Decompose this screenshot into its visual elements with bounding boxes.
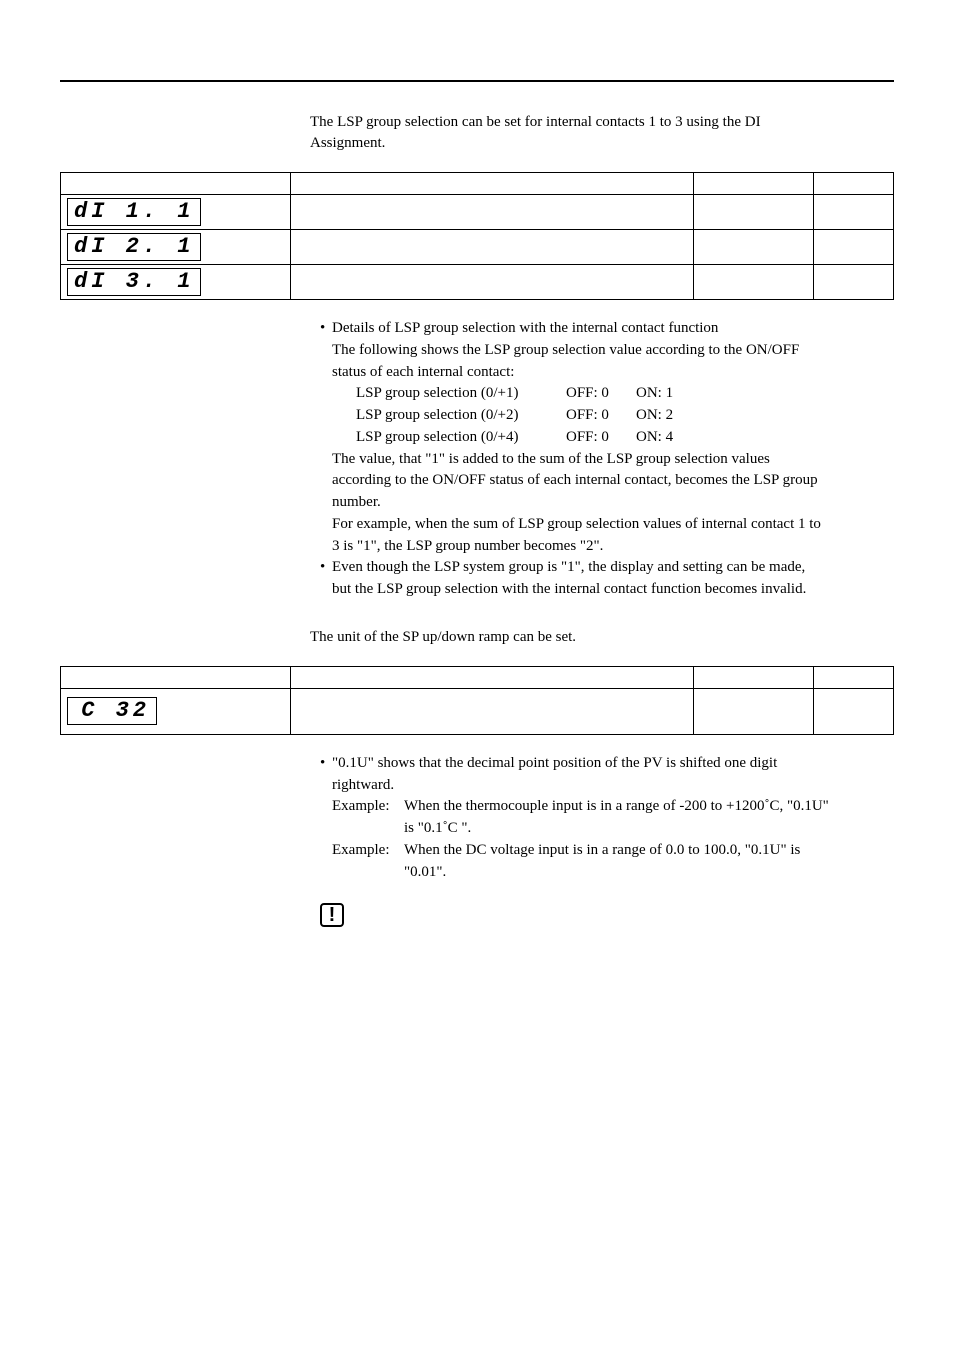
- caution-icon: !: [320, 903, 894, 927]
- cell-name: [291, 195, 694, 230]
- seg-cell: dI 1. 1: [61, 195, 291, 230]
- cell-setting: [814, 195, 894, 230]
- seg-cell: dI 2. 1: [61, 230, 291, 265]
- col-name: [291, 173, 694, 195]
- table-row: dI 1. 1: [61, 195, 894, 230]
- cell-default: [694, 195, 814, 230]
- grid-cell: OFF: 0: [566, 405, 636, 427]
- col-display: [61, 666, 291, 688]
- example-label: Example:: [332, 796, 404, 818]
- example-label: Example:: [332, 840, 404, 862]
- exclamation-icon: !: [320, 903, 344, 927]
- note1-line2: rightward.: [320, 775, 894, 797]
- example2-line1: When the DC voltage input is in a range …: [404, 840, 894, 862]
- cell-name: [291, 688, 694, 734]
- cell-name: [291, 230, 694, 265]
- grid-cell: LSP group selection (0/+1): [356, 383, 566, 405]
- note1-line1: "0.1U" shows that the decimal point posi…: [332, 755, 777, 771]
- seg-display: dI 1. 1: [67, 198, 201, 226]
- intro-text-2: The unit of the SP up/down ramp can be s…: [310, 627, 894, 648]
- seg-cell: C 32: [61, 688, 291, 734]
- grid-cell: LSP group selection (0/+2): [356, 405, 566, 427]
- sp-ramp-table: C 32: [60, 666, 894, 735]
- bullet-dot: •: [320, 318, 332, 340]
- col-setting: [814, 173, 894, 195]
- grid-cell: ON: 1: [636, 383, 706, 405]
- cell-setting: [814, 265, 894, 300]
- example1-line2: is "0.1˚C ".: [404, 818, 894, 840]
- table-row: C 32: [61, 688, 894, 734]
- col-name: [291, 666, 694, 688]
- col-default: [694, 173, 814, 195]
- para1-line3: number.: [320, 492, 894, 514]
- para2-line2: 3 is "1", the LSP group number becomes "…: [320, 536, 894, 558]
- notes-block: • "0.1U" shows that the decimal point po…: [320, 753, 894, 884]
- example2-line2: "0.01".: [404, 862, 894, 884]
- example1-line1: When the thermocouple input is in a rang…: [404, 796, 894, 818]
- para1-line1: The value, that "1" is added to the sum …: [320, 449, 894, 471]
- details-block: • Details of LSP group selection with th…: [320, 318, 894, 601]
- cell-default: [694, 230, 814, 265]
- intro1-line1: The LSP group selection can be set for i…: [310, 114, 761, 130]
- grid-cell: OFF: 0: [566, 427, 636, 449]
- seg-display: C 32: [67, 697, 157, 725]
- col-setting: [814, 666, 894, 688]
- grid-cell: ON: 2: [636, 405, 706, 427]
- bullet2-line1: Even though the LSP system group is "1",…: [332, 559, 805, 575]
- table-header-row: [61, 173, 894, 195]
- seg-display: dI 2. 1: [67, 233, 201, 261]
- seg-display: dI 3. 1: [67, 268, 201, 296]
- para1-line2: according to the ON/OFF status of each i…: [320, 470, 894, 492]
- bullet1-line3: status of each internal contact:: [320, 362, 894, 384]
- grid-cell: ON: 4: [636, 427, 706, 449]
- bullet1-line1: Details of LSP group selection with the …: [332, 320, 718, 336]
- cell-setting: [814, 688, 894, 734]
- cell-setting: [814, 230, 894, 265]
- table-row: dI 2. 1: [61, 230, 894, 265]
- bullet-dot: •: [320, 753, 332, 775]
- cell-default: [694, 688, 814, 734]
- intro-text-1: The LSP group selection can be set for i…: [310, 112, 894, 154]
- bullet-dot: •: [320, 557, 332, 579]
- para2-line1: For example, when the sum of LSP group s…: [320, 514, 894, 536]
- table-row: dI 3. 1: [61, 265, 894, 300]
- cell-name: [291, 265, 694, 300]
- grid-cell: OFF: 0: [566, 383, 636, 405]
- intro1-line2: Assignment.: [310, 135, 385, 151]
- bullet2-line2: but the LSP group selection with the int…: [320, 579, 894, 601]
- lsp-selection-grid: LSP group selection (0/+1) OFF: 0 ON: 1 …: [356, 383, 894, 448]
- grid-cell: LSP group selection (0/+4): [356, 427, 566, 449]
- intro2-line: The unit of the SP up/down ramp can be s…: [310, 629, 576, 645]
- bullet1-line2: The following shows the LSP group select…: [320, 340, 894, 362]
- di-assignment-table: dI 1. 1 dI 2. 1 dI 3. 1: [60, 172, 894, 300]
- table-header-row: [61, 666, 894, 688]
- top-rule: [60, 80, 894, 82]
- cell-default: [694, 265, 814, 300]
- col-default: [694, 666, 814, 688]
- seg-cell: dI 3. 1: [61, 265, 291, 300]
- col-display: [61, 173, 291, 195]
